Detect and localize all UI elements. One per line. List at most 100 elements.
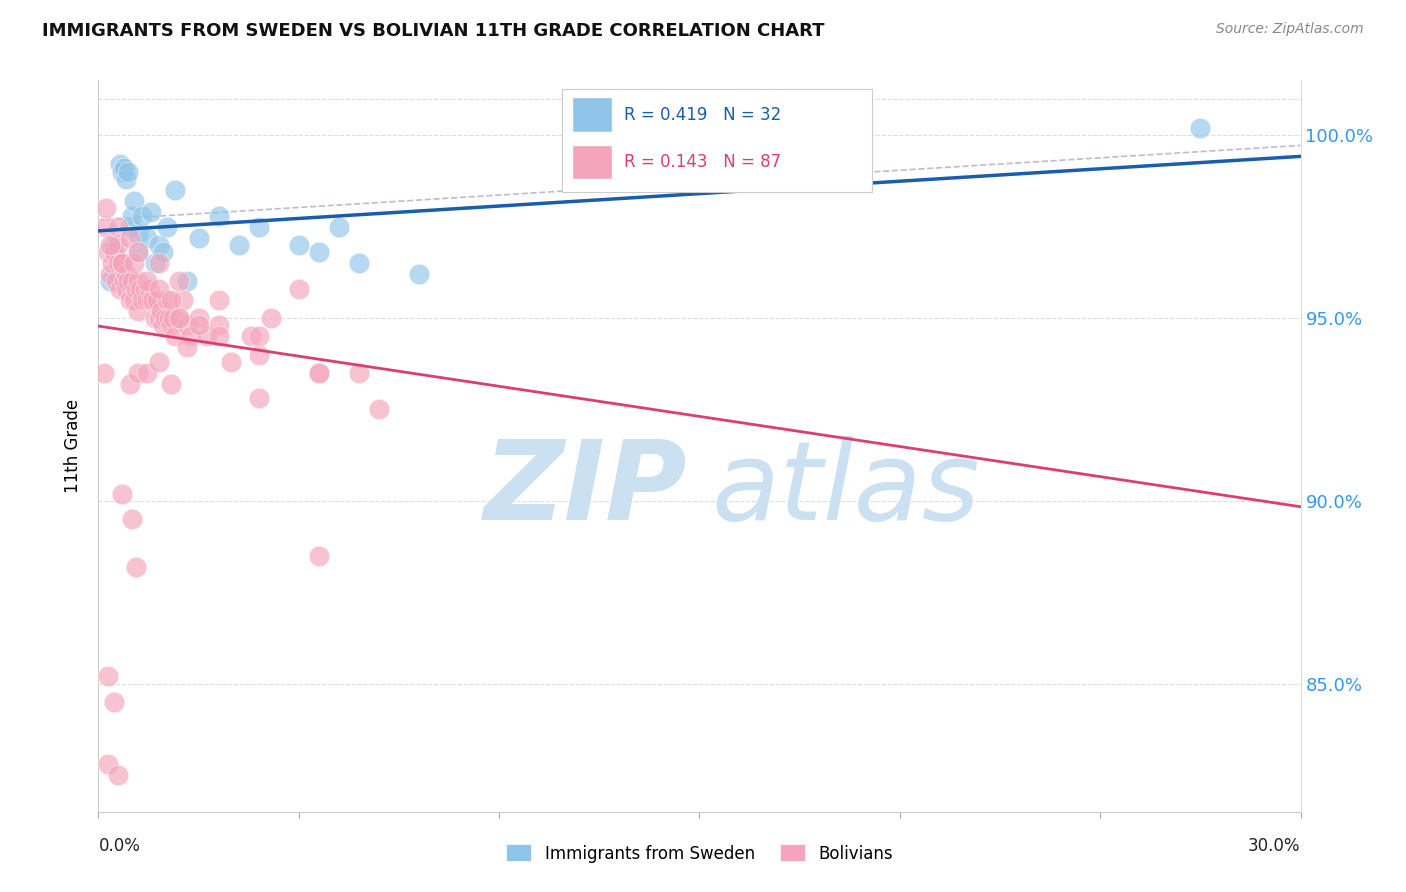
Point — [125, 559, 148, 574]
Point — [167, 311, 190, 326]
Point — [129, 282, 152, 296]
Point — [163, 183, 186, 197]
Point — [100, 275, 122, 289]
Point — [260, 311, 283, 326]
Point — [124, 256, 146, 270]
Point — [149, 303, 172, 318]
Bar — [572, 145, 612, 179]
Point — [176, 318, 198, 333]
Point — [96, 219, 118, 234]
Point — [148, 282, 170, 296]
Point — [208, 209, 231, 223]
Point — [143, 311, 166, 326]
Point — [143, 256, 166, 270]
Point — [148, 238, 170, 252]
Point — [111, 486, 134, 500]
Point — [208, 329, 231, 343]
Point — [159, 318, 181, 333]
Point — [121, 512, 143, 526]
Point — [155, 219, 177, 234]
Point — [101, 256, 124, 270]
Point — [135, 366, 157, 380]
Legend: Immigrants from Sweden, Bolivians: Immigrants from Sweden, Bolivians — [499, 838, 900, 869]
Point — [308, 366, 330, 380]
Point — [180, 329, 202, 343]
Point — [128, 303, 150, 318]
Point — [120, 219, 142, 234]
Point — [110, 282, 132, 296]
Text: 0.0%: 0.0% — [98, 837, 141, 855]
Text: atlas: atlas — [711, 436, 980, 543]
Point — [239, 329, 262, 343]
Point — [288, 238, 311, 252]
Point — [107, 768, 129, 782]
Bar — [572, 97, 612, 132]
Point — [97, 757, 120, 772]
Point — [100, 267, 122, 281]
Point — [157, 311, 180, 326]
Point — [148, 256, 170, 270]
Point — [347, 256, 370, 270]
Point — [308, 549, 330, 563]
Point — [208, 318, 231, 333]
Point — [219, 355, 242, 369]
Point — [148, 355, 170, 369]
Point — [328, 219, 350, 234]
Point — [176, 275, 198, 289]
Point — [120, 376, 142, 391]
Point — [93, 366, 115, 380]
Point — [128, 227, 150, 241]
Point — [115, 282, 138, 296]
Point — [124, 293, 146, 307]
Point — [308, 245, 330, 260]
Point — [135, 230, 157, 244]
Point — [117, 164, 139, 178]
Point — [128, 245, 150, 260]
Point — [128, 245, 150, 260]
Point — [107, 219, 129, 234]
Point — [103, 245, 125, 260]
Text: R = 0.419   N = 32: R = 0.419 N = 32 — [624, 106, 782, 124]
Point — [115, 172, 138, 186]
Point — [167, 311, 190, 326]
Point — [121, 209, 143, 223]
Point — [131, 209, 153, 223]
Point — [153, 311, 176, 326]
Point — [408, 267, 430, 281]
Point — [103, 695, 125, 709]
Point — [187, 311, 209, 326]
Point — [187, 230, 209, 244]
Point — [107, 256, 129, 270]
Point — [134, 282, 156, 296]
Point — [139, 205, 162, 219]
Point — [105, 275, 128, 289]
Y-axis label: 11th Grade: 11th Grade — [65, 399, 83, 493]
Point — [162, 311, 184, 326]
Point — [100, 238, 122, 252]
Point — [247, 348, 270, 362]
Point — [120, 293, 142, 307]
Point — [228, 238, 250, 252]
Point — [111, 256, 134, 270]
Text: R = 0.143   N = 87: R = 0.143 N = 87 — [624, 153, 782, 171]
Text: 30.0%: 30.0% — [1249, 837, 1301, 855]
Point — [141, 293, 163, 307]
Point — [247, 219, 270, 234]
Point — [139, 293, 162, 307]
Point — [145, 293, 167, 307]
Point — [187, 318, 209, 333]
Point — [167, 275, 190, 289]
Point — [128, 275, 150, 289]
Point — [152, 318, 174, 333]
Point — [120, 230, 142, 244]
Point — [115, 267, 138, 281]
Point — [117, 275, 139, 289]
Point — [208, 293, 231, 307]
Point — [124, 194, 146, 208]
Point — [111, 164, 134, 178]
Text: Source: ZipAtlas.com: Source: ZipAtlas.com — [1216, 22, 1364, 37]
Point — [308, 366, 330, 380]
Point — [135, 275, 157, 289]
Point — [138, 282, 160, 296]
Point — [1189, 120, 1212, 135]
